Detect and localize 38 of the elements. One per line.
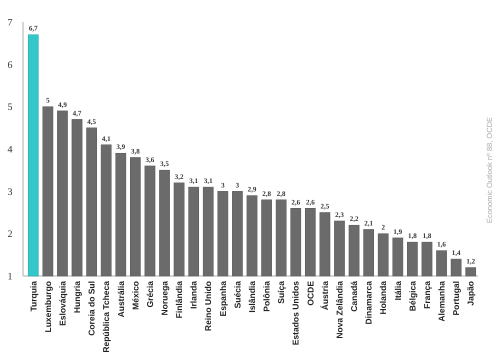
- x-tick-label: Turquia: [28, 280, 38, 312]
- y-tick-label: 6: [8, 60, 12, 71]
- y-tick-label: 1: [8, 272, 12, 282]
- x-tick-label: Hungria: [72, 280, 82, 314]
- x-tick-label: Nova Zelândia: [334, 280, 344, 339]
- x-tick-label: Alemanha: [436, 280, 447, 322]
- x-tick-label: Reino Unido: [203, 281, 214, 332]
- x-tick-label: Estados Unidos: [290, 280, 301, 346]
- x-tick-label: Noruega: [159, 280, 170, 316]
- x-tick-label: República Tcheca: [101, 280, 112, 353]
- y-tick-label: 7: [8, 18, 12, 28]
- x-tick-label: Finlândia: [174, 280, 184, 318]
- y-tick-label: 4: [8, 144, 12, 156]
- x-tick-label: Luxemburgo: [42, 281, 53, 332]
- x-tick-label: Áustria: [320, 280, 330, 310]
- x-tick-label: Grécia: [144, 280, 155, 308]
- y-tick-label: 3: [8, 186, 12, 198]
- x-tick-label: Espanha: [218, 280, 228, 316]
- x-tick-label: Itália: [392, 280, 403, 300]
- x-tick-label: Suécia: [232, 280, 242, 308]
- x-tick-label: Coreia do Sul: [86, 281, 97, 336]
- x-tick-label: Japão: [466, 281, 476, 306]
- x-tick-label: Austrália: [116, 280, 126, 318]
- y-tick-label: 5: [8, 102, 12, 114]
- x-tick-label: Dinamarca: [364, 280, 374, 324]
- x-tick-label: França: [422, 280, 432, 309]
- x-tick-label: Holanda: [378, 280, 388, 315]
- x-tick-label: Canadá: [349, 280, 360, 312]
- y-tick-label: 2: [8, 229, 12, 240]
- x-tick-label: Suíça: [276, 280, 286, 304]
- x-tick-label: Irlanda: [188, 280, 199, 309]
- x-tick-label: Polônia: [262, 280, 272, 312]
- x-tick-label: Bélgica: [407, 280, 418, 312]
- x-tick-label: México: [130, 281, 140, 310]
- x-tick-label: OCDE: [305, 280, 316, 306]
- x-tick-label: Islândia: [246, 280, 257, 313]
- x-tick-label: Eslováquia: [57, 280, 68, 326]
- x-tick-label: Portugal: [451, 281, 462, 316]
